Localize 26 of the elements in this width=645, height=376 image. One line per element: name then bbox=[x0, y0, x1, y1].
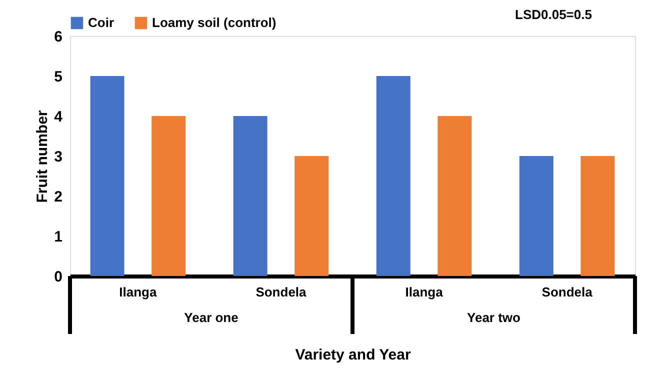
bar bbox=[580, 156, 615, 276]
text: LSD0.05=0.5 bbox=[515, 7, 592, 22]
bar bbox=[233, 116, 268, 276]
bar bbox=[152, 116, 186, 276]
legend-label: Loamy soil (control) bbox=[152, 15, 276, 30]
bar bbox=[376, 76, 410, 276]
y-tick-label: 1 bbox=[54, 228, 62, 246]
bar bbox=[90, 76, 124, 276]
x-tick-label: Sondela bbox=[542, 284, 594, 300]
x-tick-label: Ilanga bbox=[405, 284, 444, 300]
y-tick-label: 6 bbox=[54, 28, 62, 46]
x-axis-title: Variety and Year bbox=[295, 346, 411, 364]
x-tick-label: Ilanga bbox=[119, 284, 158, 300]
y-axis-title: Fruit number bbox=[34, 110, 52, 203]
bar bbox=[519, 156, 554, 276]
bar bbox=[294, 156, 329, 276]
text: Year two bbox=[467, 310, 521, 325]
y-tick-label: 0 bbox=[54, 268, 62, 286]
y-tick-label: 5 bbox=[54, 68, 62, 86]
y-tick-label: 4 bbox=[54, 108, 64, 126]
x-tick-label: Sondela bbox=[256, 284, 308, 300]
text: Year one bbox=[184, 310, 238, 325]
y-tick-label: 3 bbox=[54, 148, 62, 166]
y-tick-label: 2 bbox=[54, 188, 62, 206]
legend-label: Coir bbox=[88, 15, 114, 30]
bar bbox=[438, 116, 472, 276]
